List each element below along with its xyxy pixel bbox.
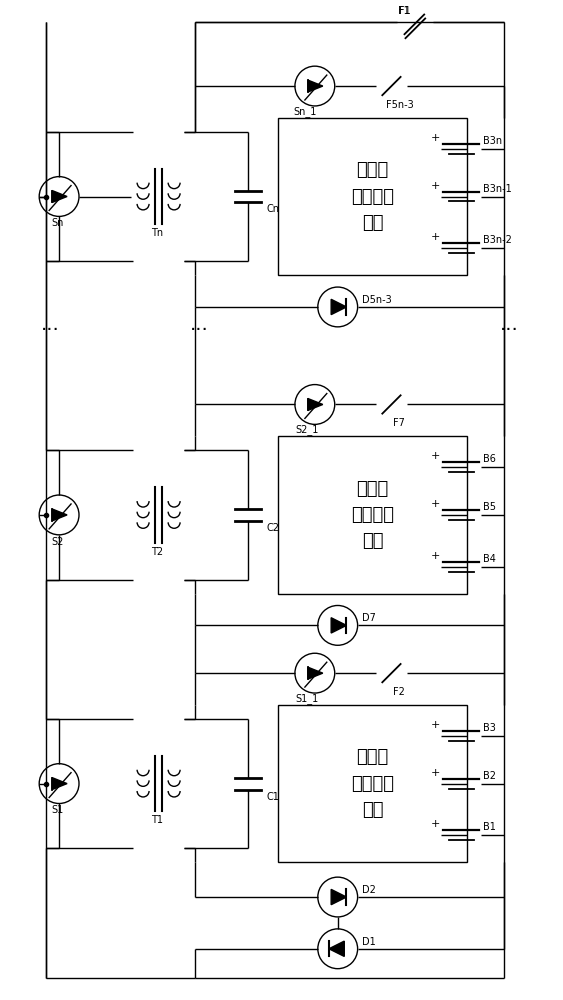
Text: +: + — [431, 451, 441, 461]
Text: +: + — [431, 768, 441, 778]
Bar — [278, 118, 467, 275]
Polygon shape — [308, 399, 323, 410]
Polygon shape — [52, 509, 67, 521]
Polygon shape — [329, 941, 345, 956]
Polygon shape — [308, 667, 323, 679]
Text: Sn: Sn — [51, 218, 64, 228]
Text: +: + — [431, 499, 441, 509]
Text: B1: B1 — [483, 822, 496, 832]
Text: C1: C1 — [266, 792, 279, 802]
Text: 第一层
拓扑均衡
电路: 第一层 拓扑均衡 电路 — [351, 748, 394, 819]
Text: Cn: Cn — [266, 204, 279, 214]
Text: 第一层
拓扑均衡
电路: 第一层 拓扑均衡 电路 — [351, 480, 394, 550]
Text: T2: T2 — [151, 547, 163, 557]
Text: F5n-3: F5n-3 — [386, 100, 414, 110]
Text: B3n-1: B3n-1 — [483, 184, 512, 194]
Text: B5: B5 — [483, 502, 496, 512]
Polygon shape — [331, 889, 346, 905]
Polygon shape — [52, 778, 67, 790]
Text: +: + — [431, 181, 441, 191]
Text: D7: D7 — [361, 613, 376, 623]
Polygon shape — [52, 191, 67, 202]
Text: ...: ... — [190, 315, 209, 334]
Text: +: + — [431, 133, 441, 143]
Text: S2: S2 — [51, 537, 64, 547]
Text: S2_1: S2_1 — [295, 424, 318, 435]
Polygon shape — [308, 80, 323, 92]
Text: +: + — [431, 720, 441, 730]
Text: +: + — [431, 551, 441, 561]
Polygon shape — [331, 618, 346, 633]
Text: B6: B6 — [483, 454, 496, 464]
Text: D1: D1 — [361, 937, 376, 947]
Text: ...: ... — [499, 315, 519, 334]
Bar — [278, 705, 467, 862]
Text: ...: ... — [41, 315, 60, 334]
Text: S1_1: S1_1 — [295, 693, 318, 704]
Text: D5n-3: D5n-3 — [361, 295, 391, 305]
Text: B3n-2: B3n-2 — [483, 235, 512, 245]
Text: C2: C2 — [266, 523, 279, 533]
Text: F7: F7 — [394, 418, 405, 428]
Text: Sn_1: Sn_1 — [293, 106, 316, 117]
Text: B2: B2 — [483, 771, 496, 781]
Polygon shape — [331, 299, 346, 315]
Text: F2: F2 — [394, 687, 405, 697]
Text: S1: S1 — [51, 805, 64, 815]
Text: F1: F1 — [399, 6, 411, 16]
Text: 第一层
拓扑均衡
电路: 第一层 拓扑均衡 电路 — [351, 161, 394, 232]
Text: B3n: B3n — [483, 136, 502, 146]
Text: +: + — [431, 819, 441, 829]
Text: D2: D2 — [361, 885, 376, 895]
Text: B3: B3 — [483, 723, 496, 733]
Text: Tn: Tn — [151, 228, 163, 238]
Text: B4: B4 — [483, 554, 496, 564]
Bar — [278, 436, 467, 594]
Text: T1: T1 — [151, 815, 163, 825]
Text: F1: F1 — [399, 6, 410, 16]
Text: +: + — [431, 232, 441, 242]
